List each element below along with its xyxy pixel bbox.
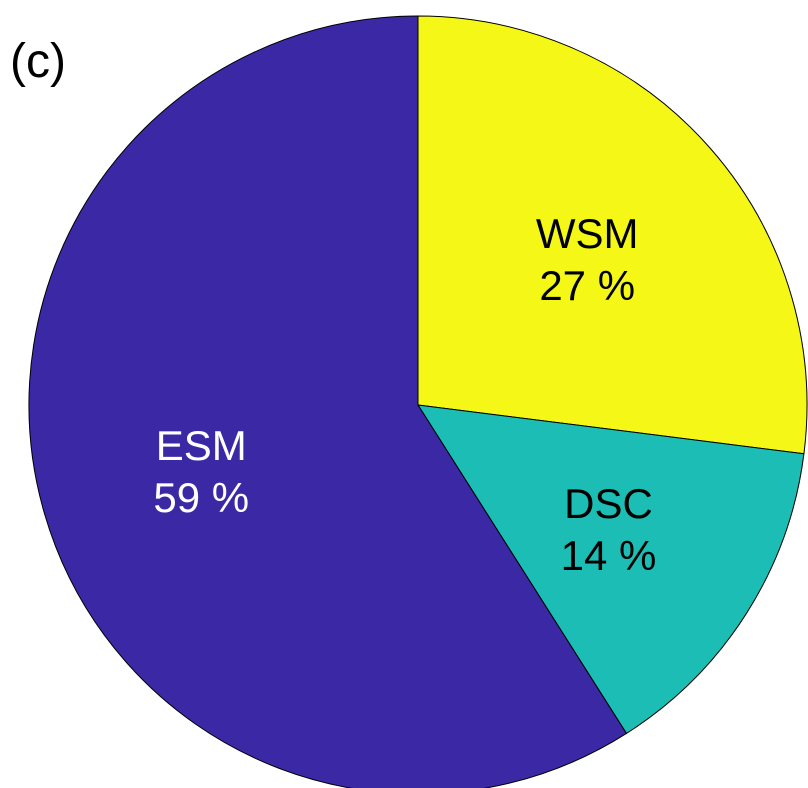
pie-slice-esm — [28, 15, 627, 788]
slice-name-dsc: DSC — [564, 480, 653, 527]
pie-slice-wsm — [417, 15, 808, 455]
slices-layer — [28, 15, 808, 788]
labels-layer: WSM 27 % DSC 14 % ESM 59 % — [153, 210, 656, 579]
slice-value-esm: 59 % — [153, 474, 249, 521]
slice-name-esm: ESM — [156, 422, 247, 469]
slice-value-wsm: 27 % — [539, 262, 635, 309]
pie-slice-dsc — [417, 404, 805, 734]
panel-label: (c) — [10, 35, 66, 88]
slice-name-wsm: WSM — [536, 210, 639, 257]
slice-value-dsc: 14 % — [561, 532, 657, 579]
